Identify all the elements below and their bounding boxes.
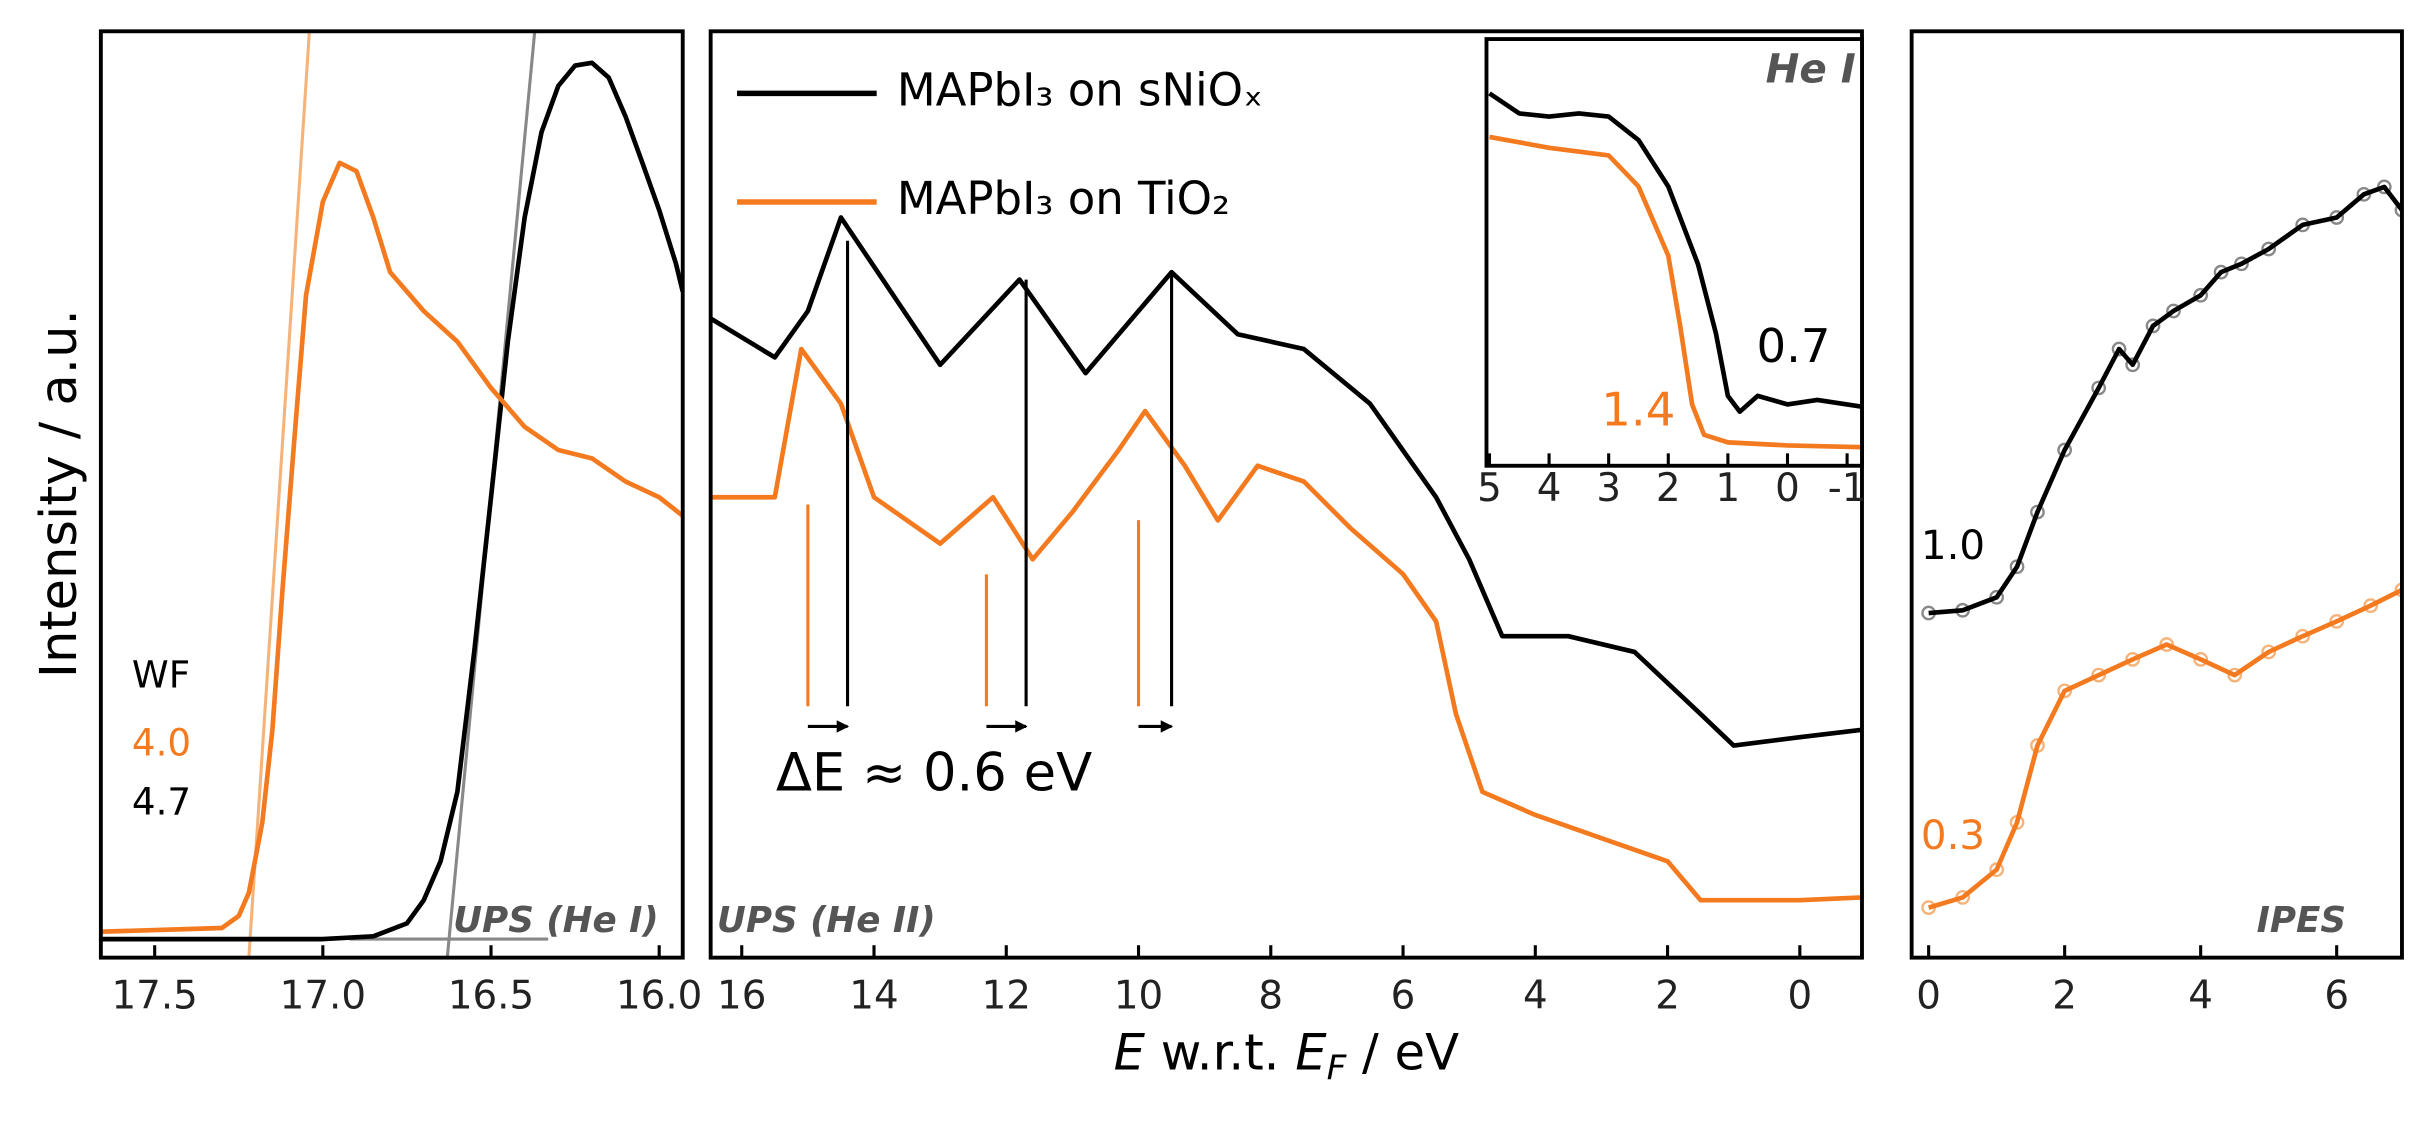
x-tick-label: 6 — [1391, 973, 1416, 1018]
spectrum-line — [1927, 587, 2402, 910]
x-label-part: E — [1114, 1023, 1146, 1081]
panel-frame — [1484, 37, 1864, 468]
spectrum-line — [1488, 91, 1862, 415]
x-tick-label: 1 — [1716, 466, 1741, 511]
data-point — [2159, 637, 2175, 652]
spectrum-line — [1928, 184, 2402, 616]
legend-label: MAPbI₃ on sNiOₓ — [897, 63, 1263, 116]
plot-area — [710, 215, 1862, 903]
x-tick-label: 4 — [1523, 973, 1548, 1018]
spectrum-line — [1489, 134, 1862, 450]
panel-frame — [708, 29, 1864, 960]
x-tick-label: 2 — [2052, 973, 2077, 1018]
data-point — [2111, 341, 2127, 357]
x-label-part: w.r.t. — [1145, 1023, 1295, 1081]
annotation: He I — [1766, 46, 1856, 93]
x-label-part: E — [1295, 1023, 1327, 1081]
x-tick-label: -1 — [1828, 466, 1867, 511]
data-point — [2166, 303, 2181, 319]
x-tick-label: 12 — [982, 973, 1031, 1018]
x-tick-label: 0 — [1775, 466, 1800, 511]
plot-area — [1921, 179, 2402, 915]
data-point — [2295, 628, 2311, 644]
y-axis-label: Intensity / a.u. — [29, 309, 89, 678]
x-label-part: F — [1327, 1048, 1348, 1088]
x-label-part: / eV — [1346, 1023, 1459, 1081]
x-tick-label: 2 — [1655, 973, 1680, 1018]
x-tick-label: 17.5 — [111, 973, 197, 1018]
data-point — [2125, 357, 2141, 373]
panel: 17.5 17.0 16.5 16.0 WF 4.0 4.7 UPS (He I) — [98, 29, 702, 1018]
spectrum-line — [710, 346, 1862, 903]
data-point — [2261, 241, 2277, 257]
data-point — [2125, 651, 2141, 667]
annotation: UPS (He I) — [453, 900, 659, 941]
x-tick-label: 5 — [1477, 466, 1502, 511]
x-tick-label: 4 — [2188, 973, 2213, 1018]
spectrum-line — [710, 215, 1862, 748]
data-point — [2193, 287, 2209, 303]
inset-background — [1486, 39, 1862, 466]
x-axis-label: E w.r.t. EF / eV — [1114, 1023, 1459, 1088]
spectrum-line — [100, 60, 683, 942]
data-point — [2193, 651, 2209, 667]
plot-area — [1488, 91, 1862, 450]
annotation: ΔE ≈ 0.6 eV — [776, 743, 1092, 804]
data-point — [2234, 256, 2249, 272]
data-point — [2261, 644, 2277, 660]
annotation: 0.7 — [1756, 319, 1830, 373]
data-point — [2227, 667, 2243, 683]
x-tick-label: 16 — [717, 973, 766, 1018]
plot-area — [100, 31, 683, 958]
x-tick-label: 4 — [1537, 466, 1562, 511]
x-tick-label: 6 — [2324, 973, 2349, 1018]
annotation: 4.7 — [132, 780, 191, 824]
x-tick-label: 0 — [1787, 973, 1812, 1018]
annotation: 0.3 — [1921, 812, 1985, 859]
data-point — [1989, 862, 2005, 878]
x-tick-label: 2 — [1656, 466, 1681, 511]
x-tick-label: 16.0 — [616, 973, 702, 1018]
data-point — [2394, 202, 2402, 218]
data-point — [2057, 442, 2073, 458]
data-point — [2329, 614, 2345, 629]
data-point — [2057, 683, 2073, 699]
legend-label: MAPbI₃ on TiO₂ — [897, 172, 1230, 225]
data-point — [2363, 598, 2379, 613]
x-tick-label: 17.0 — [280, 973, 366, 1018]
annotation: IPES — [2257, 900, 2346, 941]
panel: 0 2 4 6 1.0 0.3 IPES — [1909, 29, 2404, 1018]
panel-frame — [98, 29, 685, 960]
x-tick-label: 0 — [1916, 973, 1941, 1018]
spectrum-line — [100, 160, 683, 935]
annotation: WF — [132, 652, 190, 696]
annotation: 1.4 — [1601, 383, 1675, 437]
x-tick-label: 16.5 — [448, 973, 534, 1018]
annotation: 1.0 — [1921, 522, 1985, 569]
data-point — [2091, 667, 2107, 683]
data-point — [2394, 582, 2402, 598]
data-point — [2091, 380, 2107, 396]
panel-frame — [1909, 29, 2404, 960]
x-tick-label: 3 — [1596, 466, 1621, 511]
x-tick-label: 14 — [849, 973, 898, 1018]
x-tick-label: 8 — [1258, 973, 1283, 1018]
fit-line — [247, 31, 311, 958]
annotation: UPS (He II) — [717, 900, 936, 941]
panel: 5 4 3 2 1 0 -1 He I 0.7 1.4 — [1477, 37, 1867, 511]
annotation: 4.0 — [132, 721, 191, 765]
data-point — [2213, 264, 2229, 280]
data-point — [2145, 318, 2161, 334]
x-tick-label: 10 — [1114, 973, 1163, 1018]
